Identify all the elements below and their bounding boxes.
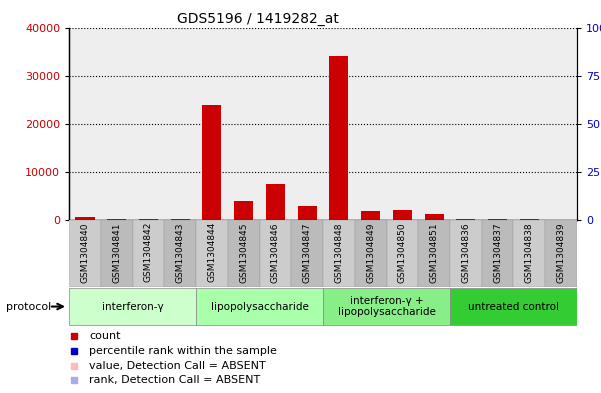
Bar bbox=[260, 220, 291, 287]
Bar bbox=[107, 219, 126, 220]
Bar bbox=[482, 220, 513, 287]
Bar bbox=[520, 219, 539, 220]
Bar bbox=[69, 288, 196, 325]
Bar bbox=[76, 217, 94, 220]
Bar bbox=[450, 288, 577, 325]
Bar bbox=[139, 219, 158, 220]
Text: count: count bbox=[90, 331, 121, 341]
Bar bbox=[361, 211, 380, 220]
Text: GSM1304851: GSM1304851 bbox=[430, 222, 439, 283]
Bar bbox=[297, 206, 317, 220]
Bar bbox=[196, 220, 228, 287]
Text: GSM1304838: GSM1304838 bbox=[525, 222, 534, 283]
Bar bbox=[101, 220, 133, 287]
Bar bbox=[228, 220, 260, 287]
Text: GSM1304837: GSM1304837 bbox=[493, 222, 502, 283]
Bar bbox=[266, 184, 285, 220]
Bar bbox=[386, 220, 418, 287]
Text: rank, Detection Call = ABSENT: rank, Detection Call = ABSENT bbox=[90, 375, 261, 385]
Bar bbox=[133, 220, 164, 287]
Text: GSM1304844: GSM1304844 bbox=[207, 222, 216, 283]
Bar bbox=[424, 214, 444, 220]
Bar bbox=[323, 220, 355, 287]
Bar bbox=[545, 220, 577, 287]
Bar bbox=[69, 220, 101, 287]
Text: GSM1304836: GSM1304836 bbox=[462, 222, 471, 283]
Text: interferon-γ: interferon-γ bbox=[102, 301, 163, 312]
Bar bbox=[291, 220, 323, 287]
Bar bbox=[450, 220, 482, 287]
Text: GSM1304840: GSM1304840 bbox=[81, 222, 90, 283]
Bar bbox=[323, 288, 450, 325]
Bar bbox=[234, 201, 253, 220]
Text: GSM1304841: GSM1304841 bbox=[112, 222, 121, 283]
Bar bbox=[456, 219, 475, 220]
Text: GSM1304842: GSM1304842 bbox=[144, 222, 153, 283]
Bar bbox=[393, 211, 412, 220]
Text: GSM1304845: GSM1304845 bbox=[239, 222, 248, 283]
Bar bbox=[164, 220, 196, 287]
Bar bbox=[171, 219, 190, 220]
Bar bbox=[329, 56, 349, 220]
Text: untreated control: untreated control bbox=[468, 301, 559, 312]
Bar bbox=[488, 219, 507, 220]
Text: interferon-γ +
lipopolysaccharide: interferon-γ + lipopolysaccharide bbox=[338, 296, 436, 317]
Text: GDS5196 / 1419282_at: GDS5196 / 1419282_at bbox=[177, 12, 340, 26]
Text: protocol: protocol bbox=[6, 301, 51, 312]
Bar bbox=[355, 220, 386, 287]
Bar bbox=[418, 220, 450, 287]
Bar bbox=[196, 288, 323, 325]
Bar bbox=[513, 220, 545, 287]
Bar bbox=[203, 105, 221, 220]
Text: percentile rank within the sample: percentile rank within the sample bbox=[90, 346, 277, 356]
Text: lipopolysaccharide: lipopolysaccharide bbox=[210, 301, 308, 312]
Text: GSM1304850: GSM1304850 bbox=[398, 222, 407, 283]
Text: GSM1304848: GSM1304848 bbox=[334, 222, 343, 283]
Text: GSM1304847: GSM1304847 bbox=[303, 222, 312, 283]
Text: GSM1304849: GSM1304849 bbox=[366, 222, 375, 283]
Text: GSM1304843: GSM1304843 bbox=[175, 222, 185, 283]
Text: GSM1304846: GSM1304846 bbox=[271, 222, 280, 283]
Text: value, Detection Call = ABSENT: value, Detection Call = ABSENT bbox=[90, 361, 266, 371]
Text: GSM1304839: GSM1304839 bbox=[557, 222, 566, 283]
